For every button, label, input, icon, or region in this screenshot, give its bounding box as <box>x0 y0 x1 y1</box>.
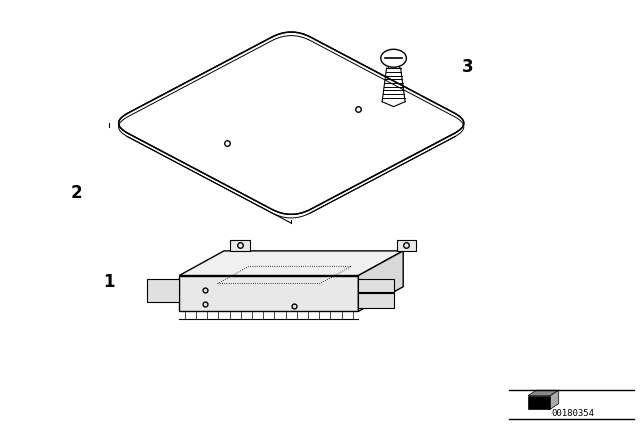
Polygon shape <box>179 251 403 276</box>
Text: 1: 1 <box>103 273 115 291</box>
Polygon shape <box>179 276 358 311</box>
Circle shape <box>381 49 406 67</box>
Polygon shape <box>230 240 250 251</box>
Text: 3: 3 <box>461 58 473 76</box>
Text: 00180354: 00180354 <box>551 409 595 418</box>
Polygon shape <box>147 279 179 302</box>
Polygon shape <box>528 396 550 409</box>
Polygon shape <box>397 240 416 251</box>
Polygon shape <box>358 279 394 292</box>
Polygon shape <box>358 251 403 311</box>
PathPatch shape <box>118 32 464 215</box>
Polygon shape <box>358 293 394 308</box>
Polygon shape <box>528 390 559 396</box>
Text: 2: 2 <box>71 184 83 202</box>
Polygon shape <box>550 390 559 409</box>
